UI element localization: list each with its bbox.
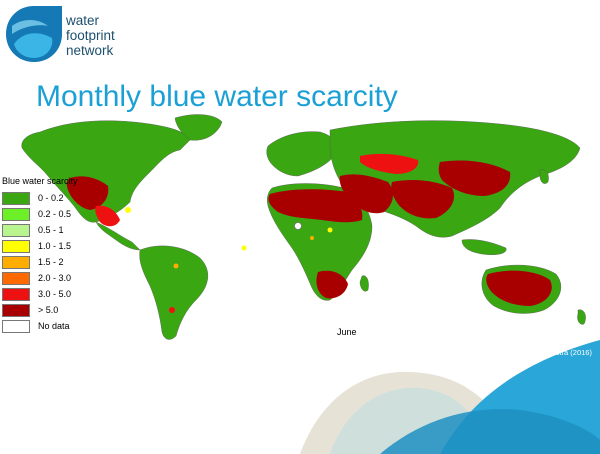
logo-line-1: water [66, 13, 100, 28]
south-america [139, 245, 208, 340]
legend-item: > 5.0 [2, 302, 122, 318]
legend-swatch [2, 271, 30, 285]
legend-item: No data [2, 318, 122, 334]
greenland [174, 114, 223, 141]
southern-africa-scarcity [316, 270, 348, 299]
legend-label: 2.0 - 3.0 [38, 273, 72, 283]
legend-swatch [2, 191, 30, 205]
legend-label: No data [38, 321, 70, 331]
sahara-scarcity [268, 189, 363, 223]
new-zealand [577, 309, 586, 325]
legend-label: 0.5 - 1 [38, 225, 64, 235]
australia-scarcity [486, 270, 552, 306]
central-asia-scarcity [360, 153, 419, 174]
legend-item: 0 - 0.2 [2, 190, 122, 206]
middle-east-scarcity [339, 174, 393, 214]
mexico-scarcity [95, 205, 120, 227]
legend-swatch [2, 223, 30, 237]
central-america [95, 221, 141, 251]
logo-line-2: footprint [66, 28, 115, 43]
month-label: June [337, 327, 357, 337]
map-legend: Blue water scarcity 0 - 0.2 0.2 - 0.5 0.5 … [2, 176, 122, 334]
north-america [21, 120, 191, 223]
legend-label: 1.0 - 1.5 [38, 241, 72, 251]
legend-swatch [2, 207, 30, 221]
legend-swatch [2, 287, 30, 301]
japan [539, 169, 549, 184]
legend-item: 3.0 - 5.0 [2, 286, 122, 302]
legend-item: 1.0 - 1.5 [2, 238, 122, 254]
wfn-logo: water footprint network [4, 4, 144, 68]
legend-swatch [2, 239, 30, 253]
water-drop-logo-icon [6, 6, 62, 62]
legend-swatch [2, 303, 30, 317]
legend-item: 0.2 - 0.5 [2, 206, 122, 222]
china-scarcity [438, 160, 511, 196]
indonesia [461, 239, 507, 255]
legend-item: 2.0 - 3.0 [2, 270, 122, 286]
source-credit: Mekonnen & Hoekstra (2016) [494, 348, 592, 357]
legend-label: 0 - 0.2 [38, 193, 64, 203]
legend-swatch [2, 255, 30, 269]
slide-title: Monthly blue water scarcity [36, 80, 398, 113]
world-map [21, 114, 586, 340]
logo-line-3: network [66, 43, 114, 58]
europe [266, 131, 337, 177]
legend-title: Blue water scarcity [2, 176, 78, 186]
legend-label: > 5.0 [38, 305, 59, 315]
legend-label: 1.5 - 2 [38, 257, 64, 267]
madagascar [359, 275, 369, 292]
legend-item: 0.5 - 1 [2, 222, 122, 238]
legend-item: 1.5 - 2 [2, 254, 122, 270]
south-asia-scarcity [391, 180, 455, 219]
us-west-scarcity [66, 176, 109, 210]
legend-label: 3.0 - 5.0 [38, 289, 72, 299]
legend-swatch [2, 319, 30, 333]
legend-items: 0 - 0.2 0.2 - 0.5 0.5 - 1 1.0 - 1.5 1.5 - 2 2… [2, 190, 122, 334]
legend-label: 0.2 - 0.5 [38, 209, 72, 219]
